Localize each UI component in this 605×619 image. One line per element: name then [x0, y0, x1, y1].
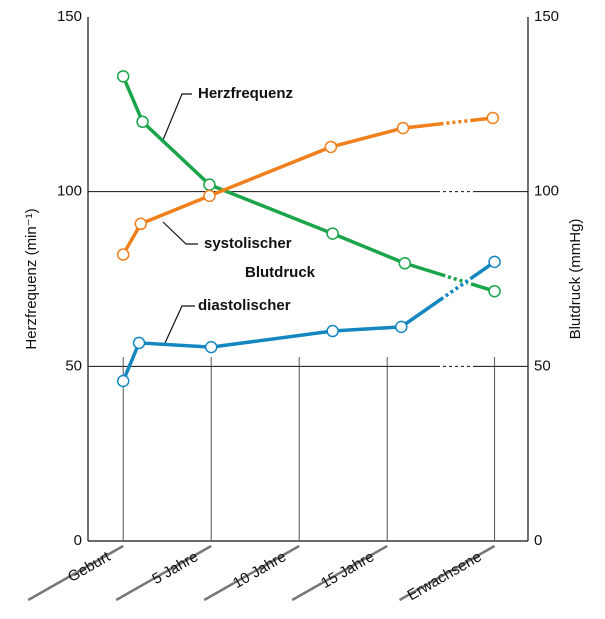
leader-line	[162, 93, 192, 141]
data-point	[395, 320, 408, 334]
y-tick-label: 150	[57, 8, 82, 25]
y2-tick-label: 50	[534, 357, 551, 374]
data-point	[116, 248, 130, 261]
series-line	[121, 116, 493, 256]
leader-line	[162, 221, 198, 245]
data-point	[203, 189, 216, 203]
data-point	[486, 111, 500, 125]
data-point	[132, 336, 146, 350]
y-tick-label: 0	[74, 532, 82, 549]
y-axis-title: Herzfrequenz (min⁻¹)	[23, 208, 40, 349]
data-point	[488, 255, 501, 269]
x-tick-label: 15 Jahre	[318, 548, 377, 592]
data-point	[134, 217, 148, 231]
x-tick-label: 5 Jahre	[149, 548, 201, 588]
data-point	[204, 340, 218, 354]
data-point	[326, 324, 339, 338]
x-tick-stroke	[291, 544, 388, 602]
y-tick-label: 100	[57, 183, 82, 200]
x-tick-stroke	[115, 544, 212, 602]
annotation: Blutdruck	[245, 264, 316, 281]
y-tick-label: 50	[65, 357, 82, 374]
series-label: diastolischer	[198, 297, 291, 314]
leader-line	[164, 305, 195, 344]
dotted-gap	[443, 118, 471, 126]
x-tick-stroke	[27, 544, 124, 602]
data-point	[116, 374, 130, 388]
y2-axis-title: Blutdruck (mmHg)	[567, 219, 584, 340]
y2-tick-label: 100	[534, 183, 559, 200]
data-point	[136, 115, 149, 129]
data-point	[326, 227, 339, 240]
data-point	[203, 178, 216, 191]
series-label: Herzfrequenz	[198, 85, 293, 102]
x-tick-label: Erwachsene	[405, 548, 485, 604]
x-tick-label: Geburt	[65, 548, 114, 586]
data-point	[488, 284, 501, 298]
x-tick-stroke	[398, 544, 496, 602]
series-line	[121, 75, 496, 293]
y2-tick-label: 0	[534, 532, 542, 549]
data-point	[116, 70, 130, 83]
x-tick-label: 10 Jahre	[230, 548, 289, 592]
dotted-gap	[444, 273, 473, 287]
data-point	[396, 121, 410, 135]
x-tick-stroke	[203, 544, 300, 602]
data-point	[398, 257, 412, 270]
series-label: systolischer	[204, 235, 292, 252]
y2-tick-label: 150	[534, 8, 559, 25]
data-point	[324, 140, 338, 154]
series-line	[121, 260, 496, 382]
